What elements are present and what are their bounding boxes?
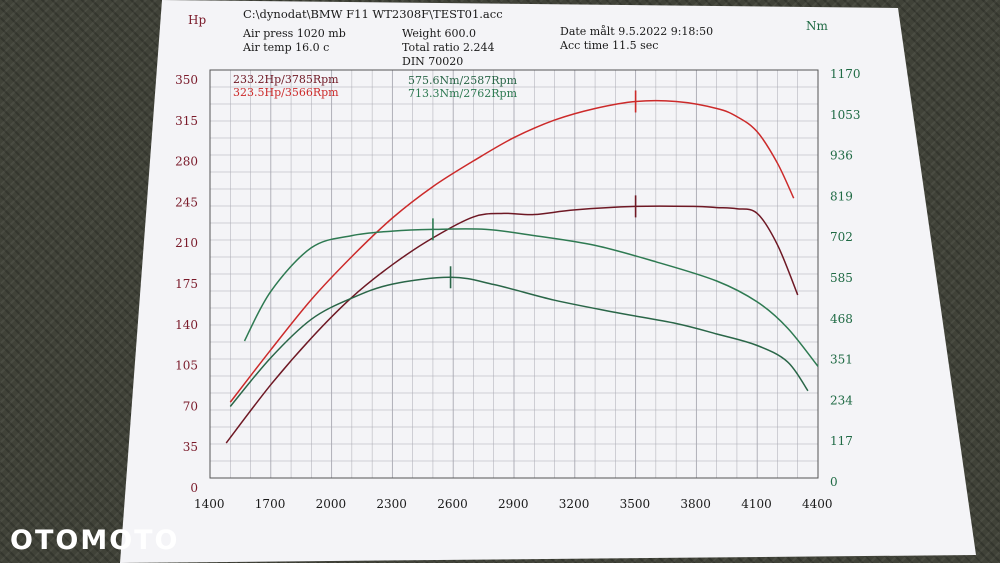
x-tick-label: 3800	[680, 497, 711, 511]
peak-nm-before: 575.6Nm/2587Rpm	[408, 74, 518, 87]
hp-tick-label: 35	[183, 440, 198, 454]
peak-markers	[432, 90, 637, 289]
nm-axis-label: Nm	[806, 19, 829, 33]
x-tick-label: 2000	[316, 497, 347, 511]
x-tick-label: 4400	[802, 497, 833, 511]
x-tick-label: 3500	[620, 497, 651, 511]
hp-tick-label: 350	[175, 73, 198, 87]
air-press: Air press 1020 mb	[242, 27, 346, 40]
hp-tick-label: 140	[175, 318, 198, 332]
hp-tick-label: 245	[175, 195, 198, 209]
x-tick-label: 3200	[559, 497, 590, 511]
nm-tick-label: 468	[830, 312, 853, 326]
acc-time: Acc time 11.5 sec	[559, 39, 658, 52]
peak-hp-before: 233.2Hp/3785Rpm	[233, 73, 339, 86]
power-before-curve	[225, 205, 799, 444]
nm-tick-label: 117	[830, 434, 853, 448]
nm-tick-label: 0	[830, 475, 838, 489]
x-tick-label: 1700	[255, 497, 286, 511]
hp-tick-label: 210	[175, 236, 198, 250]
x-axis-tick-labels: 1400 1700 2000 2300 2600 2900 3200 3500 3800 4100…	[194, 497, 833, 511]
weight: Weight 600.0	[402, 27, 476, 40]
nm-tick-label: 1170	[830, 67, 861, 81]
hp-axis-label: Hp	[188, 13, 206, 27]
peak-hp-after: 323.5Hp/3566Rpm	[233, 86, 339, 99]
torque-after-curve	[243, 228, 819, 367]
date-measured: Date målt 9.5.2022 9:18:50	[560, 25, 713, 38]
nm-tick-label: 702	[830, 230, 853, 244]
torque-before-curve	[229, 276, 809, 407]
x-tick-label: 2300	[376, 497, 407, 511]
nm-tick-label: 234	[830, 393, 853, 407]
nm-tick-label: 819	[830, 189, 853, 203]
plot-frame	[209, 69, 819, 479]
x-tick-label: 4100	[741, 497, 772, 511]
hp-tick-label: 315	[175, 114, 198, 128]
hp-tick-label: 175	[175, 277, 198, 291]
chart-curves	[225, 99, 819, 444]
hp-axis-tick-labels: 0 35 70 105 140 175 210 245 280 315 350	[175, 73, 198, 495]
x-tick-label: 2900	[498, 497, 529, 511]
nm-tick-label: 1053	[830, 108, 861, 122]
hp-tick-label: 0	[190, 481, 198, 495]
nm-tick-label: 351	[830, 353, 853, 367]
air-temp: Air temp 16.0 c	[242, 41, 329, 54]
file-path: C:\dynodat\BMW F11 WT2308F\TEST01.acc	[243, 7, 503, 21]
din-standard: DIN 70020	[402, 55, 463, 68]
otomoto-watermark: OTOMOTO	[10, 525, 180, 556]
total-ratio: Total ratio 2.244	[402, 41, 494, 54]
x-tick-label: 2600	[437, 497, 468, 511]
paper-sheet	[120, 0, 976, 563]
hp-tick-label: 280	[175, 155, 198, 169]
nm-axis-tick-labels: 0 117 234 351 468 585 702 819 936 1053 1170	[830, 67, 861, 489]
nm-tick-label: 936	[830, 149, 853, 163]
hp-tick-label: 105	[175, 359, 198, 373]
nm-tick-label: 585	[830, 271, 853, 285]
peak-nm-after: 713.3Nm/2762Rpm	[408, 87, 518, 100]
hp-tick-label: 70	[183, 399, 198, 413]
power-after-curve	[229, 99, 795, 403]
x-tick-label: 1400	[194, 497, 225, 511]
